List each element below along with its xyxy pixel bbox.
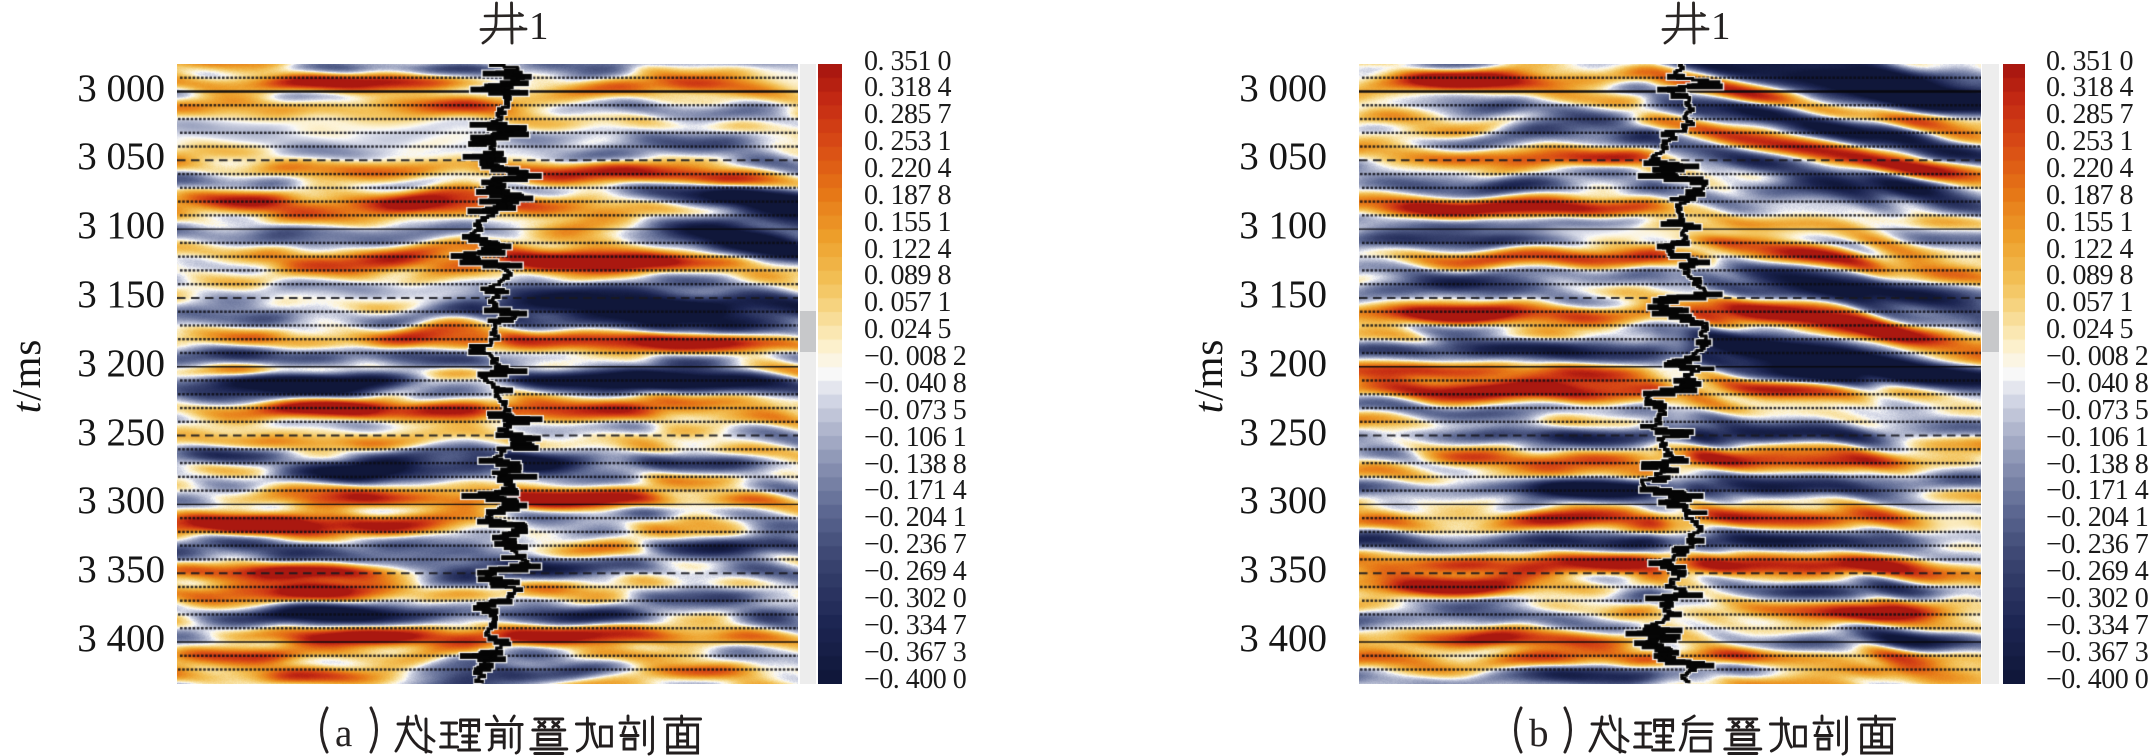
svg-text:b: b <box>1529 712 1549 755</box>
svg-text:a: a <box>335 712 352 755</box>
svg-text:1: 1 <box>529 5 549 48</box>
svg-text:1: 1 <box>1711 5 1731 48</box>
